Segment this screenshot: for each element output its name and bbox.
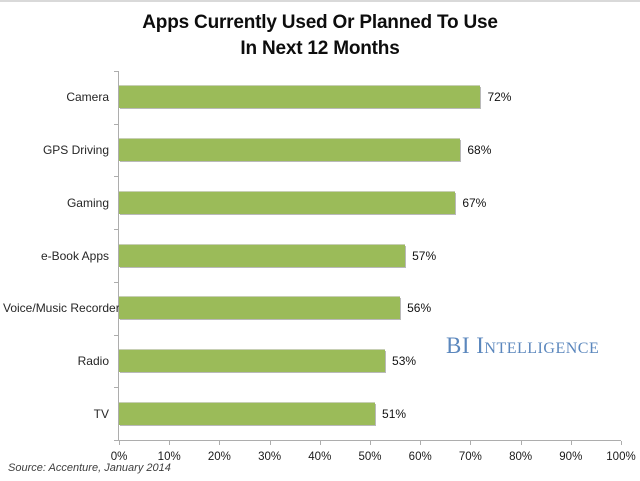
x-axis-tick-label: 90% [559, 451, 583, 463]
category-label: Gaming [66, 195, 109, 210]
y-axis-tick [114, 123, 118, 125]
x-axis-tick [169, 441, 171, 445]
bar [119, 349, 386, 372]
category-label: Voice/Music Recorder [3, 301, 120, 316]
source-note: Source: Accenture, January 2014 [8, 462, 171, 474]
value-label: 56% [407, 301, 432, 316]
bar [119, 139, 461, 162]
category-label: TV [93, 406, 109, 421]
y-axis-tick [114, 176, 118, 178]
x-axis-tick [570, 441, 572, 445]
chart-title-line-1: Apps Currently Used Or Planned To Use [142, 12, 498, 33]
bar-row: e-Book Apps 57% [41, 229, 621, 282]
x-axis-tick-label: 40% [308, 451, 332, 463]
x-axis-tick [119, 441, 120, 445]
value-label: 51% [382, 406, 407, 421]
bar [119, 244, 406, 267]
bar-row: Voice/Music Recorder 56% [3, 282, 621, 335]
x-axis-tick [370, 441, 371, 445]
x-axis-tick [269, 441, 271, 445]
bar [119, 297, 401, 320]
y-axis-tick [114, 281, 118, 283]
bar-row: Gaming 67% [67, 176, 621, 229]
bar-row: Camera 72% [66, 71, 621, 124]
value-label: 72% [487, 90, 512, 105]
x-axis-tick [520, 441, 522, 445]
plot-area: Camera 72% GPS Driving 68% Gaming 67% e-Book A… [3, 71, 636, 463]
x-axis-tick-label: 50% [358, 451, 382, 463]
x-axis-tick-label: 20% [207, 451, 231, 463]
x-axis-tick [470, 441, 472, 445]
x-axis-tick-label: 80% [509, 451, 533, 463]
value-label: 57% [412, 248, 437, 263]
x-axis-tick-label: 70% [458, 451, 482, 463]
value-label: 67% [462, 195, 487, 210]
category-label: Camera [66, 90, 109, 105]
bar-row: TV 51% [94, 387, 621, 440]
bar [119, 191, 456, 214]
category-label: e-Book Apps [40, 248, 109, 263]
y-axis-tick [114, 71, 118, 72]
x-axis-tick-label: 100% [606, 451, 636, 463]
bar-row: Radio 53% [78, 335, 621, 388]
category-label: GPS Driving [42, 143, 109, 158]
bi-intelligence-logo: BI Intelligence [446, 333, 600, 358]
y-axis-tick [114, 334, 118, 336]
value-label: 68% [467, 143, 492, 158]
category-label: Radio [77, 353, 109, 368]
bar [119, 402, 376, 425]
x-axis-tick-label: 60% [408, 451, 432, 463]
y-axis-tick [114, 440, 118, 441]
bar-row: GPS Driving 68% [43, 124, 621, 177]
chart-title-line-2: In Next 12 Months [240, 38, 400, 59]
x-axis-tick [420, 441, 422, 445]
x-axis-tick-label: 10% [157, 451, 181, 463]
x-axis-tick [621, 441, 622, 445]
chart-title: Apps Currently Used Or Planned To Use In… [0, 10, 640, 62]
x-axis-tick [319, 441, 321, 445]
value-label: 53% [392, 353, 417, 368]
x-axis-tick-label: 30% [258, 451, 282, 463]
y-axis-tick [114, 387, 118, 389]
bar [119, 86, 481, 109]
y-axis-tick [114, 229, 118, 231]
x-axis-tick-label: 0% [110, 451, 128, 463]
x-axis-tick [219, 441, 221, 445]
